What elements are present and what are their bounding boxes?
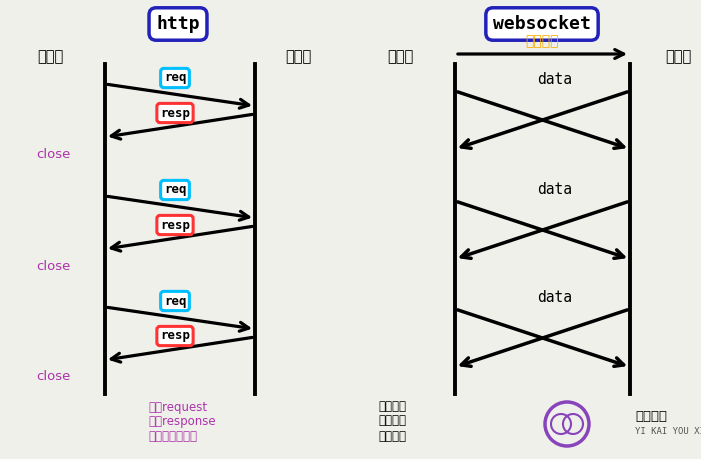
Text: resp: resp <box>160 330 190 342</box>
Text: close: close <box>36 147 70 161</box>
Text: 客户端: 客户端 <box>387 50 413 65</box>
Text: data: data <box>537 290 572 304</box>
Text: 服务端: 服务端 <box>665 50 691 65</box>
Text: req: req <box>164 184 186 196</box>
Text: 一次response: 一次response <box>148 414 216 427</box>
Text: close: close <box>36 259 70 273</box>
Text: 携带更新的信息: 携带更新的信息 <box>148 430 197 442</box>
Text: req: req <box>164 295 186 308</box>
Text: 一次request: 一次request <box>148 401 207 414</box>
Text: http: http <box>156 15 200 33</box>
Text: req: req <box>164 72 186 84</box>
Text: YI KAI YOU XI: YI KAI YOU XI <box>635 426 701 436</box>
Text: 接收消息: 接收消息 <box>378 430 406 442</box>
Text: 建立连接: 建立连接 <box>526 34 559 48</box>
Text: 服务端: 服务端 <box>285 50 311 65</box>
Text: 一开游戏: 一开游戏 <box>635 410 667 424</box>
Text: 客户端: 客户端 <box>37 50 63 65</box>
Text: 一次连接: 一次连接 <box>378 401 406 414</box>
Text: websocket: websocket <box>493 15 591 33</box>
Text: data: data <box>537 72 572 86</box>
Text: data: data <box>537 181 572 196</box>
Text: close: close <box>36 370 70 384</box>
Text: resp: resp <box>160 218 190 231</box>
Text: 可以互相: 可以互相 <box>378 414 406 427</box>
Text: resp: resp <box>160 106 190 119</box>
